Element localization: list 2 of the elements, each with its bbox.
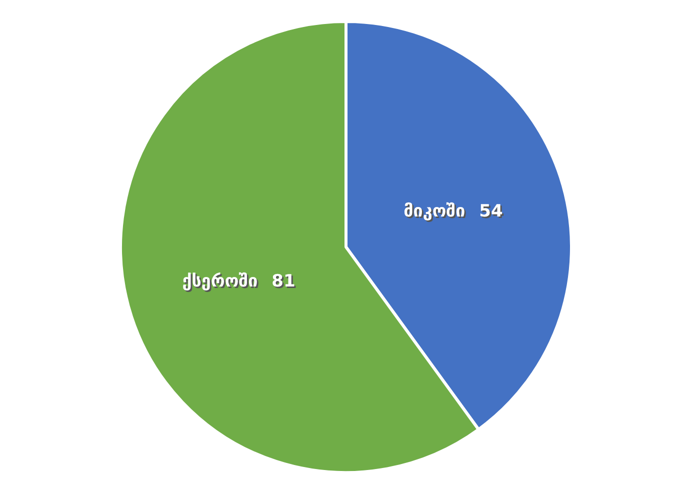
data-label: 81 — [273, 272, 297, 293]
data-label: 54 — [480, 203, 504, 224]
